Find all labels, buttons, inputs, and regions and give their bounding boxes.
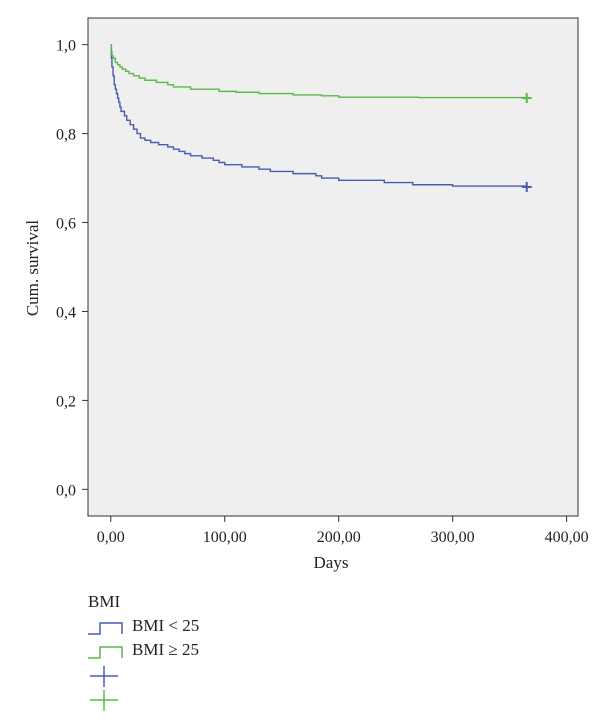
legend-item-censor-green xyxy=(88,688,388,712)
legend: BMI BMI < 25 BMI ≥ 25 xyxy=(88,592,388,712)
legend-step-symbol-blue xyxy=(88,622,123,635)
plot-area xyxy=(87,17,579,517)
x-tick-label: 0,00 xyxy=(97,529,125,546)
series-line-bmi-25-plus xyxy=(110,43,528,99)
series-line-bmi-under-25 xyxy=(110,43,528,187)
y-tick-label: 0,4 xyxy=(56,304,76,321)
legend-censor-symbol-blue xyxy=(90,666,118,687)
y-tick-label: 0,2 xyxy=(56,393,76,410)
legend-censor-symbol-green xyxy=(90,690,118,711)
survival-chart: 0,00 100,00 200,00 300,00 400,00 0,00,20,40,… xyxy=(23,17,589,572)
series-layer xyxy=(110,43,532,192)
legend-item-bmi-25-plus: BMI ≥ 25 xyxy=(88,640,388,664)
legend-step-symbol-green xyxy=(88,646,123,659)
x-tick-label: 200,00 xyxy=(317,529,361,546)
legend-label: BMI < 25 xyxy=(132,616,200,635)
legend-title: BMI xyxy=(88,592,121,611)
x-tick-label: 100,00 xyxy=(203,529,247,546)
x-axis-ticks: 0,00 100,00 200,00 300,00 400,00 xyxy=(97,516,589,546)
x-axis-label: Days xyxy=(314,553,349,572)
y-axis-ticks: 0,0 0,2 0,4 0,6 0,8 1,0 xyxy=(56,38,88,499)
x-tick-label: 400,00 xyxy=(545,529,589,546)
y-tick-label: 0,8 xyxy=(56,127,76,144)
x-tick-label: 300,00 xyxy=(431,529,475,546)
y-tick-label: 0,6 xyxy=(56,216,76,233)
y-tick-label: 1,0 xyxy=(56,38,76,55)
y-tick-label: 0,0 xyxy=(56,482,76,499)
y-axis-label: Cum. survival xyxy=(23,220,42,317)
legend-label: BMI ≥ 25 xyxy=(132,640,199,659)
legend-item-bmi-under-25: BMI < 25 xyxy=(88,616,388,640)
legend-item-censor-blue xyxy=(88,664,388,688)
